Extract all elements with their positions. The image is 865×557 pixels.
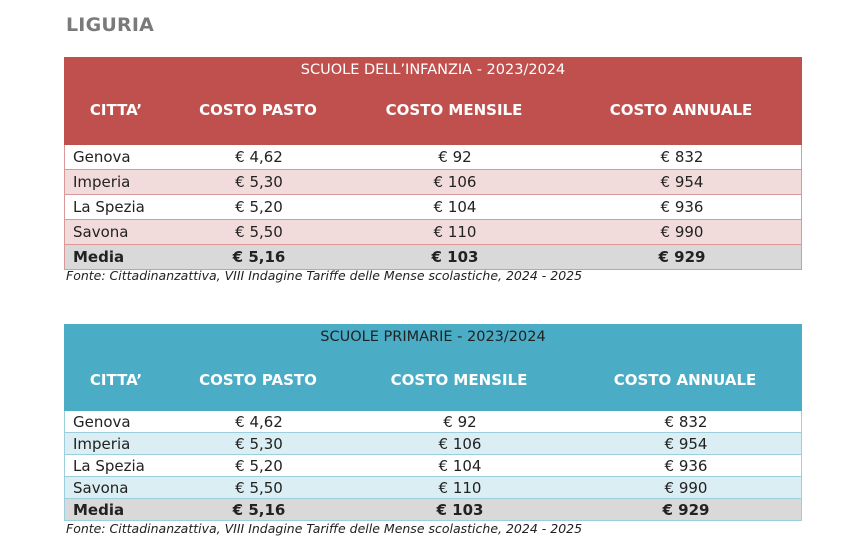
cell-costo-annuale: € 990 bbox=[664, 478, 708, 497]
header-costo-pasto: COSTO PASTO bbox=[199, 101, 317, 119]
table-infanzia: SCUOLE DELL’INFANZIA - 2023/2024 CITTA’ … bbox=[64, 57, 802, 270]
cell-costo-annuale: € 954 bbox=[664, 434, 708, 453]
cell-costo-pasto: € 5,16 bbox=[232, 500, 286, 519]
cell-costo-annuale: € 936 bbox=[664, 456, 708, 475]
cell-costo-annuale: € 954 bbox=[660, 173, 704, 191]
cell-costo-pasto: € 5,50 bbox=[235, 478, 283, 497]
table-row: La Spezia € 5,20 € 104 € 936 bbox=[65, 195, 801, 220]
cell-costo-pasto: € 5,30 bbox=[235, 173, 283, 191]
header-costo-mensile: COSTO MENSILE bbox=[385, 101, 523, 119]
cell-costo-mensile: € 110 bbox=[433, 223, 477, 241]
cell-city: Media bbox=[73, 248, 125, 266]
cell-costo-mensile: € 92 bbox=[438, 148, 472, 166]
table-primarie: SCUOLE PRIMARIE - 2023/2024 CITTA’ COSTO… bbox=[64, 324, 802, 521]
cell-costo-mensile: € 104 bbox=[438, 456, 482, 475]
header-costo-pasto: COSTO PASTO bbox=[199, 371, 317, 389]
table-row-average: Media € 5,16 € 103 € 929 bbox=[65, 499, 801, 521]
table-row: Imperia € 5,30 € 106 € 954 bbox=[65, 433, 801, 455]
cell-costo-annuale: € 929 bbox=[658, 248, 706, 266]
cell-city: La Spezia bbox=[73, 198, 145, 216]
table-row: Genova € 4,62 € 92 € 832 bbox=[65, 411, 801, 433]
cell-costo-pasto: € 5,20 bbox=[235, 198, 283, 216]
cell-costo-pasto: € 4,62 bbox=[235, 148, 283, 166]
cell-city: Media bbox=[73, 500, 125, 519]
cell-city: Imperia bbox=[73, 434, 131, 453]
cell-costo-pasto: € 4,62 bbox=[235, 412, 283, 431]
cell-city: Imperia bbox=[73, 173, 131, 191]
cell-costo-annuale: € 929 bbox=[662, 500, 710, 519]
cell-costo-pasto: € 5,16 bbox=[232, 248, 286, 266]
page-title: LIGURIA bbox=[66, 14, 155, 36]
table-row-average: Media € 5,16 € 103 € 929 bbox=[65, 245, 801, 270]
cell-city: Savona bbox=[73, 223, 129, 241]
table-header-band: SCUOLE DELL’INFANZIA - 2023/2024 CITTA’ … bbox=[64, 57, 802, 145]
table-body: Genova € 4,62 € 92 € 832 Imperia € 5,30 … bbox=[64, 411, 802, 521]
header-costo-mensile: COSTO MENSILE bbox=[390, 371, 528, 389]
table-row: La Spezia € 5,20 € 104 € 936 bbox=[65, 455, 801, 477]
cell-costo-mensile: € 106 bbox=[433, 173, 477, 191]
header-citta: CITTA’ bbox=[89, 101, 143, 119]
cell-costo-mensile: € 106 bbox=[438, 434, 482, 453]
cell-costo-mensile: € 110 bbox=[438, 478, 482, 497]
cell-costo-mensile: € 103 bbox=[431, 248, 479, 266]
cell-costo-annuale: € 832 bbox=[664, 412, 708, 431]
cell-costo-mensile: € 103 bbox=[436, 500, 484, 519]
table-body: Genova € 4,62 € 92 € 832 Imperia € 5,30 … bbox=[64, 145, 802, 270]
header-costo-annuale: COSTO ANNUALE bbox=[613, 371, 757, 389]
table-row: Imperia € 5,30 € 106 € 954 bbox=[65, 170, 801, 195]
cell-costo-annuale: € 832 bbox=[660, 148, 704, 166]
cell-costo-mensile: € 104 bbox=[433, 198, 477, 216]
table-row: Genova € 4,62 € 92 € 832 bbox=[65, 145, 801, 170]
table-header-band: SCUOLE PRIMARIE - 2023/2024 CITTA’ COSTO… bbox=[64, 324, 802, 411]
cell-costo-pasto: € 5,50 bbox=[235, 223, 283, 241]
cell-city: Genova bbox=[73, 412, 131, 431]
source-note: Fonte: Cittadinanzattiva, VIII Indagine … bbox=[66, 268, 583, 283]
cell-costo-annuale: € 990 bbox=[660, 223, 704, 241]
header-citta: CITTA’ bbox=[89, 371, 143, 389]
cell-costo-mensile: € 92 bbox=[443, 412, 477, 431]
cell-costo-pasto: € 5,20 bbox=[235, 456, 283, 475]
cell-city: La Spezia bbox=[73, 456, 145, 475]
source-note: Fonte: Cittadinanzattiva, VIII Indagine … bbox=[66, 521, 583, 536]
table-title: SCUOLE DELL’INFANZIA - 2023/2024 bbox=[300, 62, 566, 78]
table-row: Savona € 5,50 € 110 € 990 bbox=[65, 220, 801, 245]
header-costo-annuale: COSTO ANNUALE bbox=[609, 101, 753, 119]
cell-costo-annuale: € 936 bbox=[660, 198, 704, 216]
table-title: SCUOLE PRIMARIE - 2023/2024 bbox=[320, 329, 546, 345]
cell-city: Genova bbox=[73, 148, 131, 166]
table-row: Savona € 5,50 € 110 € 990 bbox=[65, 477, 801, 499]
cell-costo-pasto: € 5,30 bbox=[235, 434, 283, 453]
cell-city: Savona bbox=[73, 478, 129, 497]
